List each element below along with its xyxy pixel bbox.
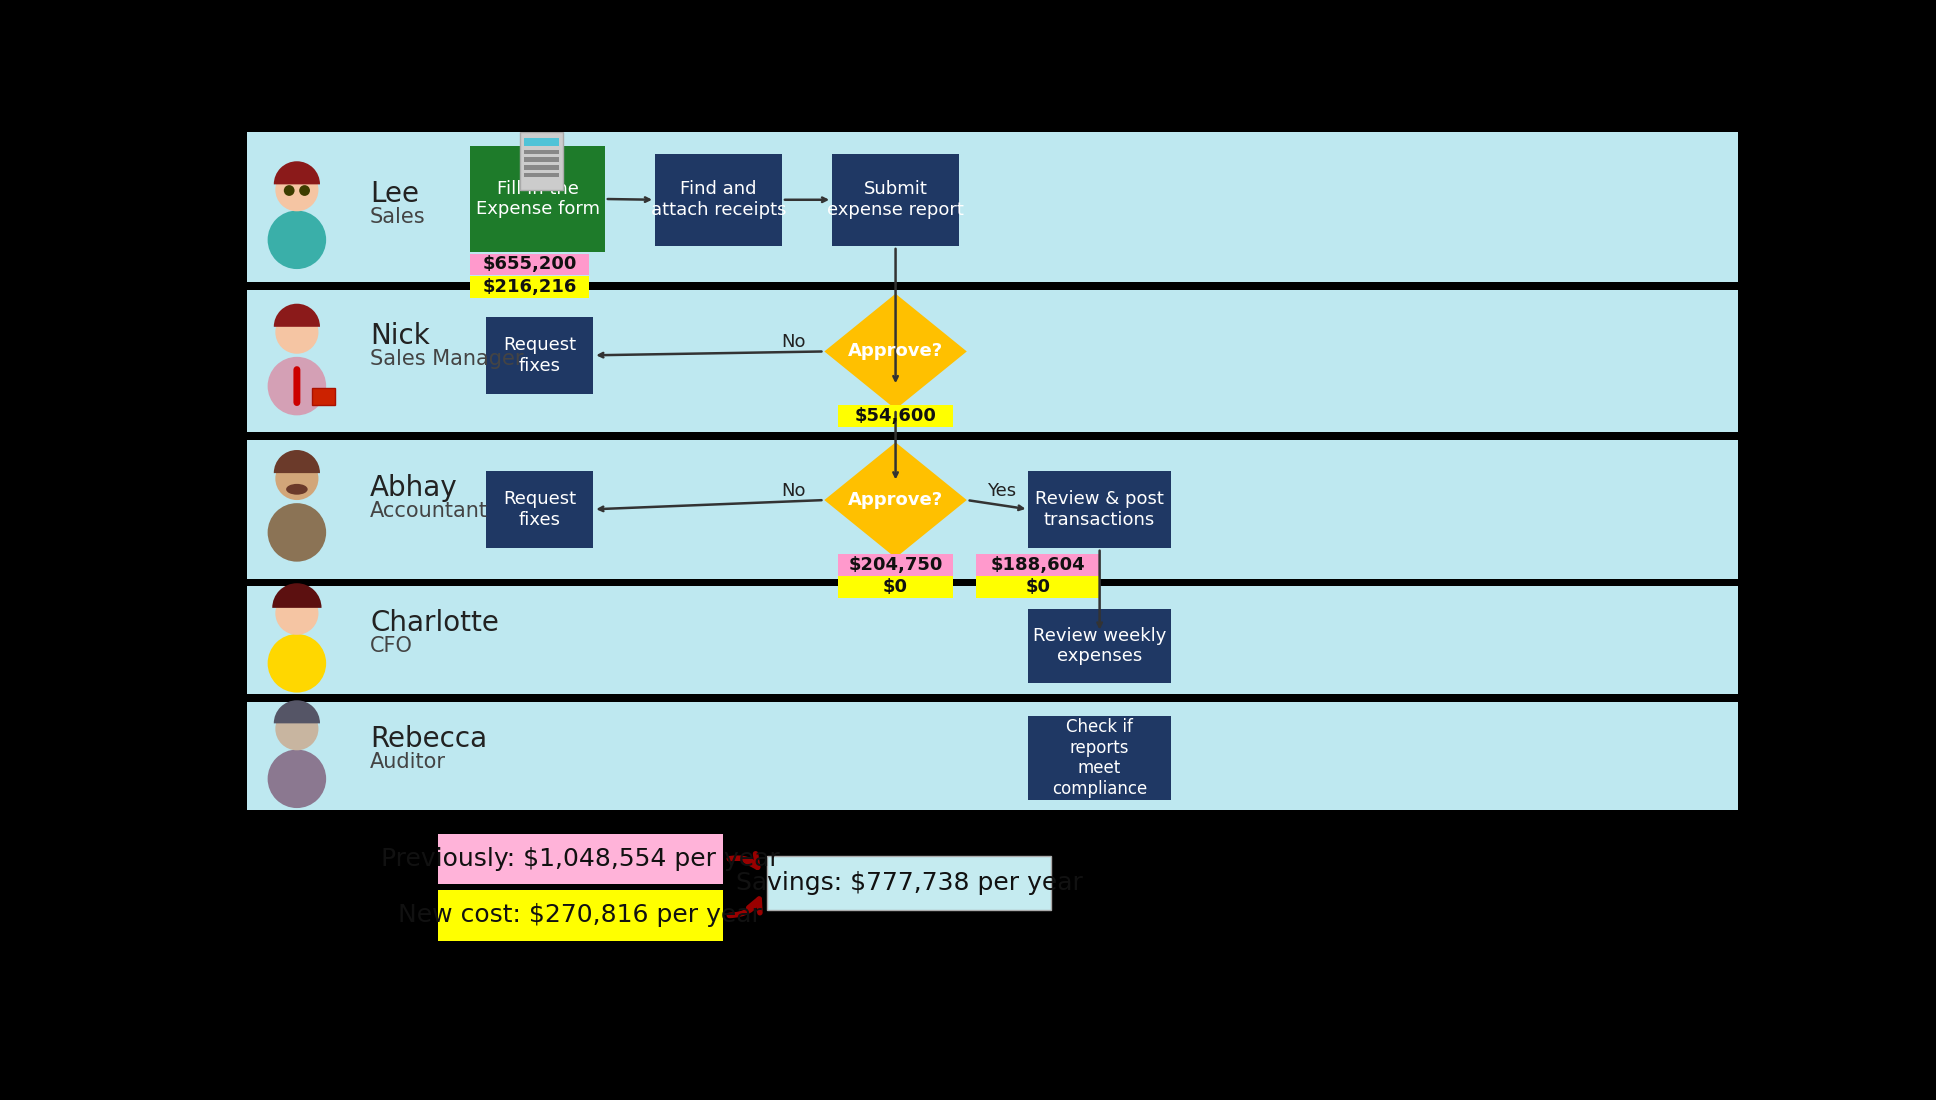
FancyBboxPatch shape [1028, 471, 1171, 548]
Ellipse shape [287, 484, 308, 495]
Text: Check if
reports
meet
compliance: Check if reports meet compliance [1051, 718, 1148, 799]
Text: No: No [782, 333, 805, 351]
FancyBboxPatch shape [767, 856, 1051, 910]
Text: Submit
expense report: Submit expense report [827, 180, 964, 219]
FancyBboxPatch shape [1028, 716, 1171, 801]
FancyBboxPatch shape [248, 132, 1739, 282]
Text: $204,750: $204,750 [848, 556, 943, 574]
Text: Savings: $777,738 per year: Savings: $777,738 per year [736, 871, 1082, 894]
Circle shape [275, 707, 318, 750]
FancyBboxPatch shape [654, 154, 782, 246]
Circle shape [275, 168, 318, 211]
Text: $188,604: $188,604 [991, 556, 1084, 574]
Text: Previously: $1,048,554 per year: Previously: $1,048,554 per year [381, 847, 780, 871]
FancyBboxPatch shape [248, 817, 1739, 979]
Text: Yes: Yes [987, 482, 1016, 499]
Polygon shape [825, 294, 966, 409]
Text: $0: $0 [883, 579, 908, 596]
Text: $0: $0 [1026, 579, 1049, 596]
Text: Lee: Lee [370, 179, 418, 208]
FancyBboxPatch shape [838, 554, 953, 575]
Wedge shape [273, 583, 321, 608]
Text: $54,600: $54,600 [854, 407, 937, 425]
Text: Find and
attach receipts: Find and attach receipts [650, 180, 786, 219]
FancyBboxPatch shape [525, 150, 560, 154]
Text: Review & post
transactions: Review & post transactions [1036, 490, 1164, 529]
FancyBboxPatch shape [525, 173, 560, 177]
FancyBboxPatch shape [486, 317, 592, 394]
Text: Fill in the
Expense form: Fill in the Expense form [476, 179, 600, 219]
FancyBboxPatch shape [525, 165, 560, 169]
Circle shape [285, 185, 294, 196]
Circle shape [267, 503, 325, 562]
Polygon shape [825, 442, 966, 558]
FancyBboxPatch shape [312, 388, 335, 406]
FancyBboxPatch shape [470, 146, 604, 252]
FancyBboxPatch shape [470, 254, 589, 275]
Text: Sales Manager: Sales Manager [370, 349, 523, 370]
Text: Review weekly
expenses: Review weekly expenses [1034, 627, 1165, 666]
Text: Sales: Sales [370, 207, 426, 227]
Circle shape [267, 749, 325, 808]
FancyBboxPatch shape [486, 471, 592, 548]
FancyArrowPatch shape [730, 899, 759, 915]
FancyBboxPatch shape [248, 702, 1739, 810]
FancyBboxPatch shape [248, 694, 1739, 702]
FancyBboxPatch shape [521, 132, 563, 189]
Circle shape [267, 634, 325, 693]
FancyBboxPatch shape [438, 891, 722, 940]
FancyBboxPatch shape [838, 576, 953, 598]
Text: Abhay: Abhay [370, 474, 457, 502]
Text: $655,200: $655,200 [482, 255, 577, 274]
Text: Nick: Nick [370, 322, 430, 350]
Wedge shape [273, 304, 319, 327]
Circle shape [275, 456, 318, 501]
Text: No: No [782, 482, 805, 499]
Circle shape [267, 210, 325, 270]
Text: Request
fixes: Request fixes [503, 336, 577, 375]
FancyBboxPatch shape [976, 576, 1100, 598]
FancyBboxPatch shape [832, 154, 958, 246]
FancyBboxPatch shape [248, 810, 1739, 817]
Text: Accountant: Accountant [370, 500, 488, 520]
Wedge shape [273, 162, 319, 185]
Text: New cost: $270,816 per year: New cost: $270,816 per year [399, 903, 763, 927]
Text: Request
fixes: Request fixes [503, 490, 577, 529]
FancyBboxPatch shape [838, 406, 953, 427]
Text: Rebecca: Rebecca [370, 725, 488, 752]
FancyArrowPatch shape [730, 854, 757, 867]
Text: CFO: CFO [370, 637, 412, 657]
Wedge shape [273, 450, 319, 473]
FancyBboxPatch shape [248, 440, 1739, 579]
FancyBboxPatch shape [470, 276, 589, 297]
FancyBboxPatch shape [248, 282, 1739, 290]
FancyBboxPatch shape [1028, 609, 1171, 682]
Text: $216,216: $216,216 [482, 278, 577, 296]
FancyBboxPatch shape [248, 432, 1739, 440]
Wedge shape [273, 701, 319, 724]
Text: Approve?: Approve? [848, 342, 943, 361]
Circle shape [300, 185, 310, 196]
FancyBboxPatch shape [976, 554, 1100, 575]
Circle shape [267, 356, 325, 416]
FancyBboxPatch shape [248, 586, 1739, 694]
FancyBboxPatch shape [248, 290, 1739, 432]
Circle shape [275, 592, 318, 635]
Circle shape [275, 310, 318, 354]
Text: Auditor: Auditor [370, 752, 445, 772]
FancyBboxPatch shape [248, 579, 1739, 586]
FancyBboxPatch shape [525, 139, 560, 146]
Text: Charlotte: Charlotte [370, 609, 499, 637]
Text: Approve?: Approve? [848, 491, 943, 509]
FancyBboxPatch shape [438, 834, 722, 884]
FancyBboxPatch shape [525, 157, 560, 162]
